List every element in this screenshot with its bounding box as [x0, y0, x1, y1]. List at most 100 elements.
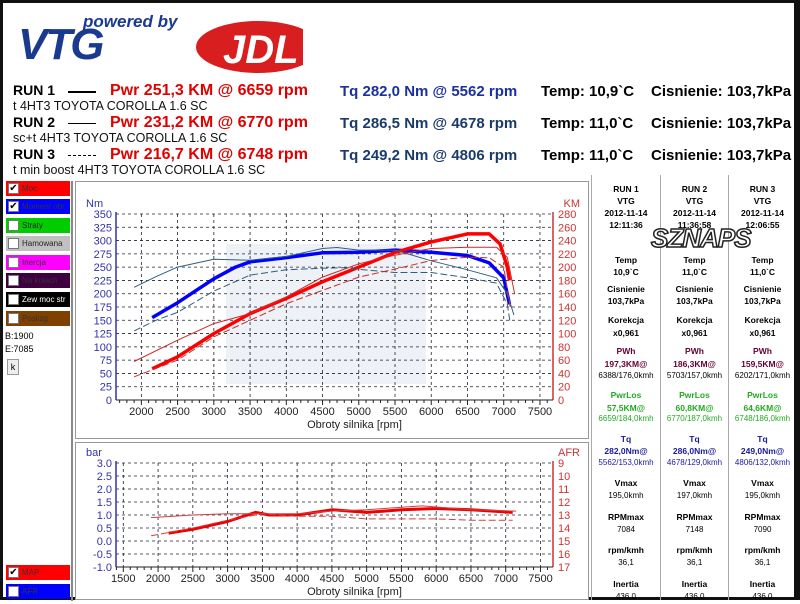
x-tick-label: 5000: [354, 573, 378, 585]
checkbox-inercja[interactable]: Inercja: [6, 255, 70, 270]
y2-tick-label: 100: [558, 329, 576, 341]
svg-text:JDL: JDL: [223, 28, 299, 72]
checkbox-poslizg[interactable]: Poslizg: [6, 311, 70, 326]
x-tick-label: 6500: [459, 573, 483, 585]
y-tick-label: 2.0: [97, 484, 112, 496]
summary-los-label: PwrLos: [679, 390, 710, 400]
summary-tq-sub: 4678/129,0kmh: [666, 458, 723, 467]
summary-tq-label: Tq: [620, 434, 632, 444]
x-tick-label: 3000: [215, 573, 239, 585]
y-tick-label: 0: [106, 395, 112, 407]
summary-cis: 103,7kPa: [676, 296, 713, 306]
k-button[interactable]: k: [7, 359, 19, 375]
pressure: Cisnienie: 103,7kPa: [651, 83, 792, 100]
y-tick-label: 75: [100, 355, 112, 367]
summary-cis-label: Cisnienie: [743, 284, 782, 294]
checkbox-box[interactable]: [8, 220, 19, 231]
summary-run: RUN 2: [681, 184, 708, 194]
summary-run: RUN 3: [749, 184, 776, 194]
summary-rk: 36,1: [618, 558, 634, 567]
x-axis-label: Obroty silnika [rpm]: [307, 419, 402, 431]
summary-pwh-label: PWh: [616, 346, 636, 356]
summary-vmax-label: Vmax: [614, 478, 638, 488]
checkbox-box[interactable]: [8, 275, 19, 286]
y-tick-label: 25: [100, 382, 112, 394]
x-tick-label: 4000: [274, 406, 298, 418]
checkbox-map[interactable]: ✔ MAP: [6, 565, 70, 580]
series-run3-map: [151, 513, 513, 537]
summary-los: 64,6KM@: [743, 403, 782, 413]
checkbox-moment-obr[interactable]: ✔ Moment obr: [6, 199, 70, 214]
peak-torque: Tq 286,5 Nm @ 4678 rpm: [340, 115, 518, 132]
run-header-3: RUN 3 Pwr 216,7 KM @ 6748 rpm Tq 249,2 Nm …: [13, 146, 793, 164]
summary-kor-label: Korekcja: [676, 315, 713, 325]
peak-torque: Tq 282,0 Nm @ 5562 rpm: [340, 83, 518, 100]
begin-rpm-value: B:1900: [5, 331, 34, 341]
y-tick-label: 350: [94, 209, 112, 221]
summary-in: 436,0: [684, 592, 705, 601]
summary-kor: x0,961: [613, 328, 639, 338]
x-tick-label: 3500: [250, 573, 274, 585]
y-tick-label: -1.0: [93, 562, 112, 574]
summary-rk: 36,1: [754, 558, 771, 567]
y-tick-label: 225: [94, 275, 112, 287]
checkbox-afr[interactable]: AFR: [6, 584, 70, 599]
run-header-1: RUN 1 Pwr 251,3 KM @ 6659 rpm Tq 282,0 Nm …: [13, 82, 793, 100]
y2-tick-label: 16: [558, 549, 570, 561]
x-tick-label: 4500: [310, 406, 334, 418]
summary-los: 57,5KM@: [606, 403, 646, 413]
y-axis-label: bar: [86, 447, 102, 459]
x-tick-label: 3500: [238, 406, 262, 418]
checkbox-box[interactable]: [8, 257, 19, 268]
summary-in-label: Inertia: [681, 579, 708, 589]
x-tick-label: 2000: [129, 406, 153, 418]
peak-power: Pwr 231,2 KM @ 6770 rpm: [110, 114, 308, 131]
checkbox-label: Moc: [22, 184, 38, 193]
checkbox-box[interactable]: ✔: [8, 567, 19, 578]
checkbox-box[interactable]: ✔: [8, 201, 19, 212]
y-tick-label: 150: [94, 315, 112, 327]
checkbox-zew-moc-str[interactable]: Zew moc str: [6, 292, 70, 307]
checkbox-box[interactable]: ✔: [8, 183, 19, 194]
summary-vmax-label: Vmax: [751, 478, 774, 488]
left-panel: ✔ Moc ✔ Moment obr Straty Hamowana Inercja Na k…: [3, 181, 73, 601]
peak-power: Pwr 216,7 KM @ 6748 rpm: [110, 146, 308, 163]
checkbox-straty[interactable]: Straty: [6, 218, 70, 233]
summary-cis: 103,7kPa: [744, 296, 781, 306]
summary-temp: 10,9`C: [613, 267, 639, 277]
checkbox-box[interactable]: [8, 586, 19, 597]
summary-los-sub: 6770/187,0kmh: [666, 414, 723, 423]
checkbox-box[interactable]: [8, 294, 19, 305]
y-tick-label: 50: [100, 368, 112, 380]
checkbox-na-kolach[interactable]: Na kolach: [6, 273, 70, 288]
checkbox-box[interactable]: [8, 238, 19, 249]
x-tick-label: 5500: [389, 573, 413, 585]
checkbox-box[interactable]: [8, 313, 19, 324]
pressure: Cisnienie: 103,7kPa: [651, 147, 792, 164]
summary-in: 436,0: [615, 592, 637, 601]
y2-tick-label: 17: [558, 562, 570, 574]
x-tick-label: 2500: [181, 573, 205, 585]
line-style-sample: [68, 91, 96, 93]
x-tick-label: 7500: [528, 573, 552, 585]
end-rpm-value: E:7085: [5, 344, 34, 354]
series-run2-torque: [133, 247, 515, 316]
y2-tick-label: 13: [558, 510, 570, 522]
x-axis-label: Obroty silnika [rpm]: [307, 586, 402, 598]
summary-pwh-sub: 5703/157,0kmh: [666, 371, 723, 380]
y-tick-label: 0.0: [97, 536, 112, 548]
y2-tick-label: 180: [558, 275, 576, 287]
y2-tick-label: 15: [558, 536, 570, 548]
checkbox-hamowana[interactable]: Hamowana: [6, 236, 70, 251]
summary-temp: 11,0`C: [749, 267, 776, 277]
y-tick-label: -0.5: [93, 549, 112, 561]
x-tick-label: 4500: [320, 573, 344, 585]
y-tick-label: 275: [94, 249, 112, 261]
series-run2-power: [133, 246, 516, 362]
boost-afr-chart-frame: -1.0 17 -0.5 16 0.0 15 0.5 14 1.0 13 1.5 12 2.0 11 2.5…: [75, 442, 589, 600]
temperature: Temp: 11,0`C: [541, 115, 634, 132]
run-summary-column-3: RUN 3 VTG 2012-11-14 12:06:55 Temp 11,0`C Cisn…: [728, 175, 796, 601]
checkbox-moc[interactable]: ✔ Moc: [6, 181, 70, 196]
